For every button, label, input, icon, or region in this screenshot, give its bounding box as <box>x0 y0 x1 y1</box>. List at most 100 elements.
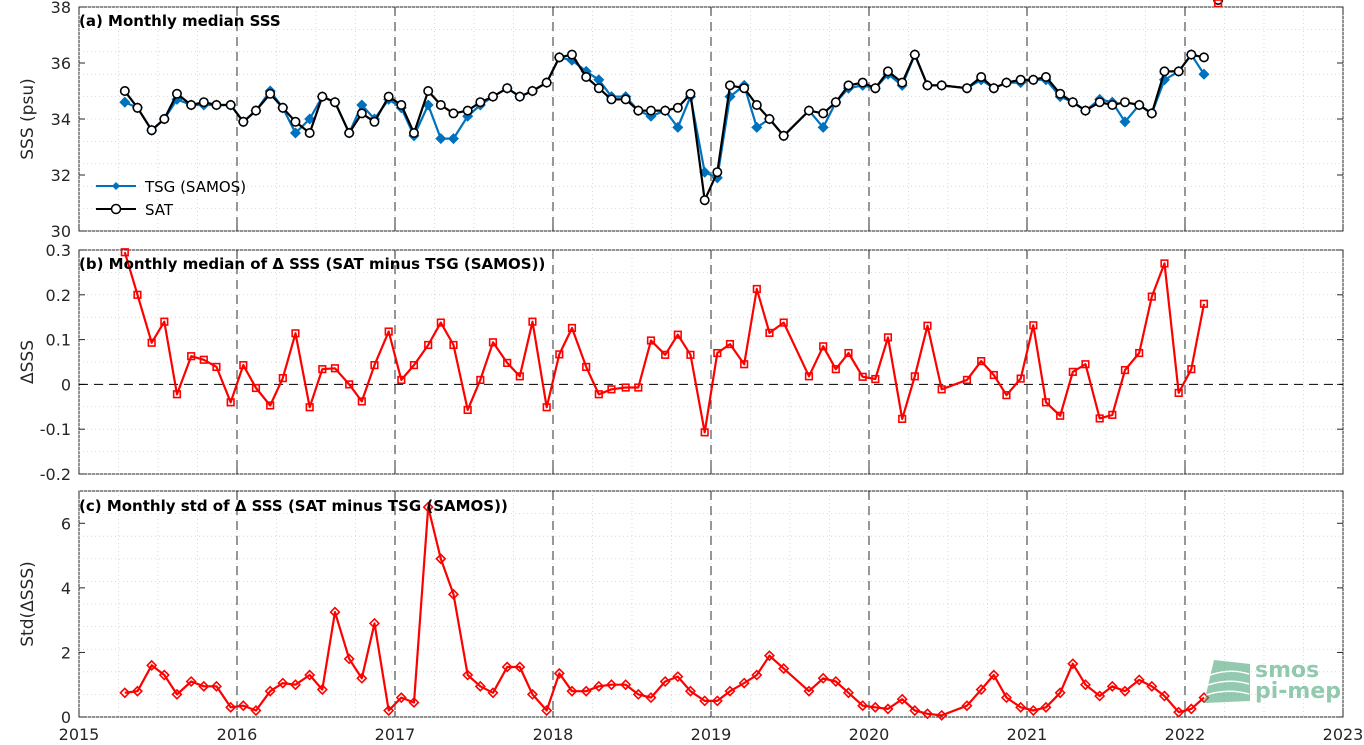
legend-sat-label: SAT <box>145 201 174 219</box>
delta-series-point <box>582 362 591 372</box>
delta-series-point <box>842 687 854 699</box>
legend-tsg-marker <box>112 182 120 190</box>
sat-series-point <box>462 105 473 116</box>
sat-series-point <box>1080 105 1091 116</box>
sat-series-point <box>857 77 868 88</box>
sat-series-point <box>818 108 829 119</box>
sat-series-point <box>1186 49 1197 60</box>
panel-c-y-ticks: 0 2 4 6 <box>61 514 1343 727</box>
delta-series-point <box>857 700 869 712</box>
delta-series-point <box>318 365 327 374</box>
sat-series-point <box>1173 66 1184 77</box>
y-tick-label: -0.2 <box>40 465 71 484</box>
delta-series-point <box>869 701 881 713</box>
delta-series-point <box>239 361 248 370</box>
delta-series-point <box>357 397 366 406</box>
sat-series-point <box>566 49 577 60</box>
delta-series-point <box>172 390 182 399</box>
delta-series-point <box>542 403 551 412</box>
delta-series-point <box>751 669 763 681</box>
delta-series-point <box>514 661 526 673</box>
sat-series-point <box>1040 72 1051 83</box>
delta-series-point <box>447 588 459 600</box>
delta-series-point <box>779 318 788 327</box>
sat-series-point <box>475 97 486 108</box>
sat-series-point <box>344 128 355 139</box>
sat-series-point <box>435 100 446 111</box>
logo-line-1: smos <box>1255 658 1319 683</box>
delta-series-point <box>250 705 262 717</box>
delta-series-point <box>515 372 524 381</box>
panel-b-title: (b) Monthly median of Δ SSS (SAT minus T… <box>79 255 545 273</box>
delta-series-point <box>147 338 156 347</box>
tsg-series-point <box>435 133 447 145</box>
sat-series-point <box>146 125 157 136</box>
delta-series-point <box>989 370 998 380</box>
panel-c-series <box>120 503 1210 721</box>
x-tick-label: 2015 <box>59 725 100 744</box>
tsg-series-point <box>119 96 131 108</box>
panel-b: -0.2 -0.1 0 0.1 0.2 0.3 (b) Monthly median of… <box>18 0 1344 484</box>
sat-series-point <box>699 195 710 206</box>
sat-series-point <box>132 102 143 113</box>
panel-b-y-ticks: -0.2 -0.1 0 0.1 0.2 0.3 <box>40 241 1343 484</box>
delta-series-point <box>264 685 276 697</box>
sat-series-point <box>988 83 999 94</box>
delta-series-point <box>858 372 867 381</box>
delta-series-point <box>368 617 380 629</box>
tsg-series-point <box>447 133 459 145</box>
sat-series-point <box>976 72 987 83</box>
delta-series-point <box>1187 365 1196 374</box>
sat-series-point <box>527 86 538 97</box>
y-tick-label: 36 <box>51 54 71 73</box>
delta-series-point <box>488 338 498 347</box>
sat-series-point <box>290 116 301 127</box>
delta-series-point <box>778 663 790 675</box>
delta-series-point <box>593 680 605 692</box>
sat-series-point <box>502 83 513 94</box>
delta-series-point <box>305 403 314 412</box>
delta-series-point <box>988 669 1000 681</box>
sat-series-point <box>936 80 947 91</box>
delta-series-point <box>1135 348 1144 358</box>
delta-series-point <box>329 606 341 618</box>
delta-series-point <box>659 675 671 688</box>
delta-series-point <box>555 350 564 359</box>
smos-pi-mep-logo: smos pi-mep <box>1204 658 1341 704</box>
delta-series-point <box>343 653 355 665</box>
y-tick-label: 0.2 <box>46 286 71 305</box>
sat-series-point <box>554 52 565 63</box>
sat-series-point <box>423 86 434 97</box>
delta-series-point <box>266 401 275 410</box>
delta-series-point <box>226 398 235 407</box>
y-tick-label: 2 <box>61 643 71 662</box>
sat-series-point <box>369 116 380 127</box>
delta-series-point <box>1015 701 1027 713</box>
delta-series-point <box>1106 680 1118 692</box>
sat-series-point <box>1094 97 1105 108</box>
delta-series-point <box>526 688 538 700</box>
delta-series-point <box>620 679 632 691</box>
delta-series-point <box>765 328 774 337</box>
delta-series-point <box>566 685 578 697</box>
sat-series-point <box>581 72 592 83</box>
delta-series-point <box>171 688 183 700</box>
delta-series-point <box>1016 374 1025 383</box>
delta-series-point <box>1056 411 1065 420</box>
delta-series-point <box>487 687 499 699</box>
tsg-series-point <box>1198 68 1210 80</box>
delta-series-point <box>910 372 919 381</box>
delta-series-point <box>304 669 316 681</box>
delta-series-point <box>634 383 643 392</box>
delta-series-point <box>1054 687 1066 699</box>
x-axis-ticks: 2015 2016 2017 2018 2019 2020 2021 2022 2023 <box>59 7 1363 744</box>
delta-series-point <box>1147 292 1156 301</box>
delta-series-point <box>594 390 603 399</box>
delta-series-point <box>185 675 197 688</box>
panel-a: 30 32 34 36 38 (a) Monthly median SSS SSS (p… <box>18 0 1344 241</box>
delta-series-point <box>503 358 512 367</box>
panel-c: 0 2 4 6 (c) Monthly std of Δ SSS (SAT minus… <box>18 7 1363 744</box>
delta-series-point <box>1040 701 1052 713</box>
delta-series-point <box>397 375 406 385</box>
sat-series-point <box>159 114 170 125</box>
